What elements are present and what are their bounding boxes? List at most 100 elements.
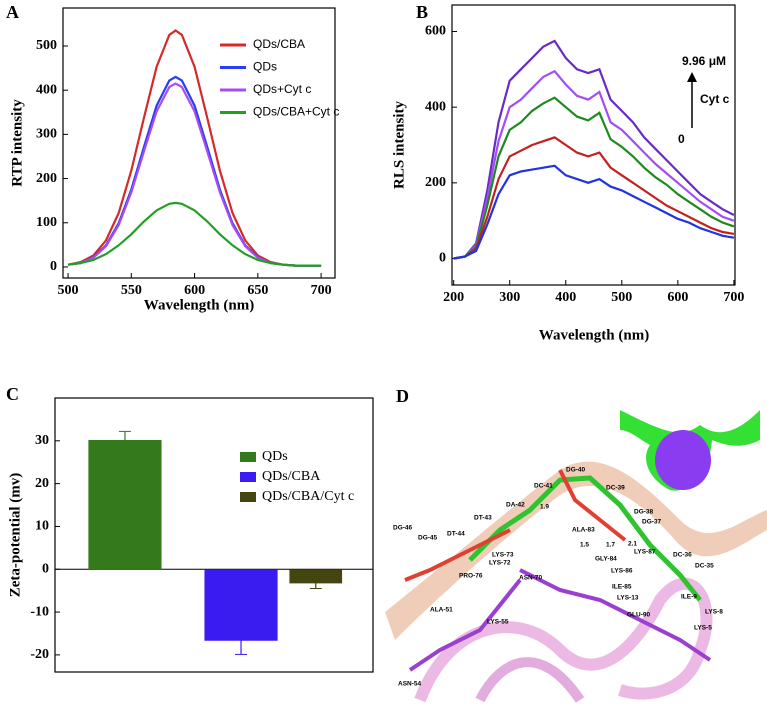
legend-swatch: [240, 472, 256, 482]
y-axis-label: RLS intensity: [391, 101, 407, 189]
data-line: [453, 164, 735, 260]
residue-label: 1.7: [606, 542, 615, 549]
residue-label: DG-40: [566, 467, 586, 474]
data-line: [453, 96, 735, 260]
legend-swatch: [240, 492, 256, 502]
x-tick-label: 600: [667, 290, 688, 305]
residue-label: LYS-5: [694, 625, 712, 632]
x-tick-label: 400: [555, 290, 576, 305]
y-tick-label: 0: [439, 251, 446, 266]
protein-ribbon: [414, 577, 713, 703]
y-tick-label: 500: [36, 38, 57, 53]
legend-swatch: [240, 452, 256, 462]
x-tick-label: 500: [611, 290, 632, 305]
bar: [88, 439, 162, 570]
residue-label: DT-43: [474, 515, 492, 522]
y-tick-label: 0: [50, 259, 57, 274]
dna-backbone: [385, 461, 767, 640]
legend-label: QDs/CBA: [262, 469, 321, 484]
residue-label: LYS-87: [634, 549, 656, 556]
residue-label: GLY-84: [595, 556, 617, 563]
x-axis-label: Wavelength (nm): [144, 297, 254, 313]
y-tick-label: 100: [36, 215, 57, 230]
residue-label: 2.1: [628, 541, 637, 548]
residue-label: ALA-83: [572, 527, 595, 534]
panel-label: A: [6, 2, 19, 22]
y-tick-label: 200: [425, 175, 446, 190]
residue-label: DC-39: [606, 485, 625, 492]
y-tick-label: 200: [36, 171, 57, 186]
y-tick-label: 30: [35, 433, 49, 448]
residue-label: LYS-72: [489, 560, 511, 567]
residue-sticks: [408, 568, 712, 672]
data-line: [67, 201, 322, 267]
legend-label: QDs/CBA/Cyt c: [262, 489, 354, 504]
residue-label: DC-35: [695, 563, 714, 570]
y-tick-label: 300: [36, 127, 57, 142]
residue-label: LYS-8: [705, 609, 723, 616]
residue-label: DC-36: [673, 552, 692, 559]
residue-label: 1.5: [580, 542, 589, 549]
data-line: [453, 136, 735, 260]
legend-label: QDs: [253, 60, 277, 74]
residue-label: ILE-85: [612, 584, 632, 591]
annotation: 9.96 μM: [682, 54, 726, 68]
x-tick-label: 300: [499, 290, 520, 305]
y-tick-label: 0: [42, 561, 49, 576]
legend-label: QDs/CBA+Cyt c: [253, 105, 339, 119]
x-axis-label: Wavelength (nm): [539, 327, 649, 343]
data-line: [453, 39, 735, 260]
annotation-arrowhead: [687, 72, 697, 82]
structure-art: [385, 410, 767, 703]
legend-label: QDs/CBA: [253, 37, 305, 51]
y-axis-label: RTP intensity: [9, 99, 25, 187]
panel-label: C: [6, 384, 19, 404]
residue-label: DG-37: [642, 519, 662, 526]
residue-label: GLU-90: [627, 612, 651, 619]
x-tick-label: 200: [443, 290, 464, 305]
legend-label: QDs+Cyt c: [253, 82, 311, 96]
residue-label: DT-44: [447, 531, 465, 538]
bar: [289, 569, 343, 584]
x-tick-label: 700: [311, 283, 332, 298]
y-tick-label: 20: [35, 476, 49, 491]
y-tick-label: 10: [35, 519, 49, 534]
residue-label: DG-38: [634, 509, 654, 516]
annotation: 0: [678, 132, 685, 146]
y-tick-label: 600: [425, 24, 446, 39]
annotation: Cyt c: [700, 92, 730, 106]
residue-label: DC-41: [534, 483, 553, 490]
residue-label: LYS-86: [611, 568, 633, 575]
residue-label: LYS-13: [617, 595, 639, 602]
data-line: [453, 69, 735, 260]
legend-label: QDs: [262, 449, 288, 464]
y-tick-label: -10: [30, 604, 49, 619]
plot-frame: [451, 4, 736, 286]
plot-frame: [54, 397, 374, 673]
residue-label: ASN-70: [519, 575, 543, 582]
plot-frame: [62, 7, 336, 279]
x-tick-label: 600: [184, 283, 205, 298]
y-tick-label: 400: [36, 82, 57, 97]
dna-sticks: [468, 475, 702, 602]
y-tick-label: 400: [425, 99, 446, 114]
protein-ribbon: [475, 657, 585, 703]
y-axis-label: Zeta-potential (mv): [7, 473, 23, 598]
panel-label: D: [396, 386, 409, 406]
x-tick-label: 500: [58, 283, 79, 298]
x-tick-label: 550: [121, 283, 142, 298]
residue-label: LYS-73: [492, 552, 514, 559]
residue-label: PRO-76: [459, 573, 483, 580]
residue-label: DG-45: [418, 535, 438, 542]
data-line: [67, 29, 322, 267]
residue-label: 1.9: [540, 504, 549, 511]
x-tick-label: 700: [723, 290, 744, 305]
residue-label: ASN-54: [398, 681, 422, 688]
residue-label: DA-42: [506, 502, 525, 509]
y-tick-label: -20: [30, 647, 49, 662]
residue-label: DG-46: [393, 525, 413, 532]
residue-label: LYS-55: [487, 619, 509, 626]
residue-label: ILE-9: [681, 594, 697, 601]
dna-sticks: [404, 469, 627, 582]
